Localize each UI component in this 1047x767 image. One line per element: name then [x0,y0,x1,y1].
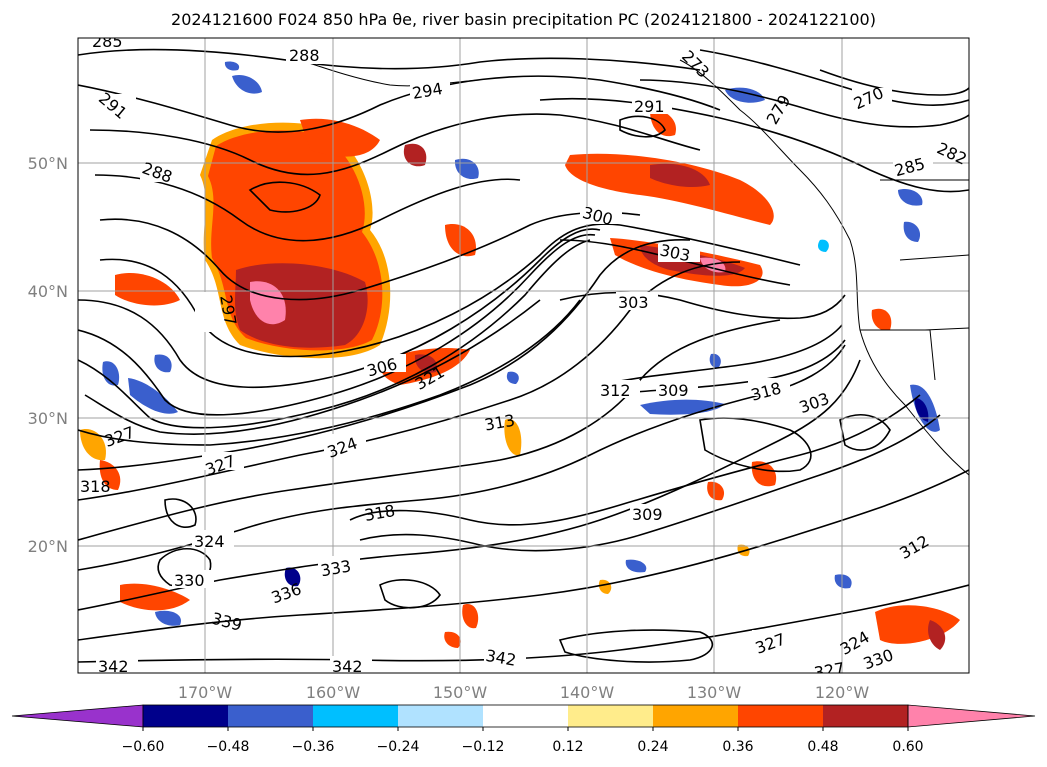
lon-label: 130°W [687,683,742,702]
contour-label: 330 [174,571,205,590]
lat-label: 30°N [28,409,68,428]
colorbar-swatch [568,705,653,727]
colorbar-swatch [738,705,823,727]
colorbar-tick-label: 0.60 [892,739,923,755]
contour-label: 288 [289,46,320,65]
colorbar-tick-label: −0.24 [377,739,420,755]
contour-label: 342 [332,657,363,676]
colorbar-swatch [653,705,738,727]
colorbar-tick-label: −0.12 [462,739,505,755]
lat-label: 40°N [28,282,68,301]
colorbar-swatch [823,705,908,727]
colorbar-tick-label: −0.36 [292,739,335,755]
lat-label: 20°N [28,537,68,556]
colorbar-swatch [143,705,228,727]
contour-label: 327 [813,659,846,683]
colorbar-extend-min [11,704,144,728]
colorbar-tick-label: −0.60 [122,739,165,755]
contour-label: 291 [634,97,665,116]
contour-label: 342 [98,657,129,676]
colorbar-tick-label: 0.36 [722,739,753,755]
lon-label: 140°W [560,683,615,702]
contour-label: 285 [92,32,123,51]
lon-label: 170°W [178,683,233,702]
contour-label: 303 [618,293,649,312]
contour-label: 318 [80,477,111,496]
contour-label: 309 [658,381,689,400]
lon-label: 160°W [306,683,361,702]
colorbar-swatch [483,705,568,727]
coastlines [299,59,969,476]
colorbar-extend-max [907,704,1036,728]
colorbar-swatch [398,705,483,727]
map-frame [77,37,970,674]
lat-label: 50°N [28,154,68,173]
colorbar-tick-label: 0.48 [807,739,838,755]
lon-label: 150°W [433,683,488,702]
latitude-labels: 50°N 40°N 30°N 20°N [28,154,68,556]
colorbar: −0.60 −0.48 −0.36 −0.24 −0.12 0.12 0.24 0.36 0.4… [11,704,1036,755]
contour-label: 324 [194,532,225,551]
lon-label: 120°W [815,683,870,702]
colorbar-tick-label: 0.24 [637,739,668,755]
colorbar-tick-label: 0.12 [552,739,583,755]
colorbar-swatch [228,705,313,727]
contour-label: 312 [600,381,631,400]
contour-label: 309 [632,505,663,524]
colorbar-swatch [313,705,398,727]
colorbar-tick-label: −0.48 [207,739,250,755]
map-title: 2024121600 F024 850 hPa θe, river basin … [171,10,876,29]
longitude-labels: 170°W 160°W 150°W 140°W 130°W 120°W [178,683,870,702]
map-plot-area: 285 288 291 288 294 291 273 270 279 285 … [78,32,969,683]
colorbar-outline [142,704,909,728]
